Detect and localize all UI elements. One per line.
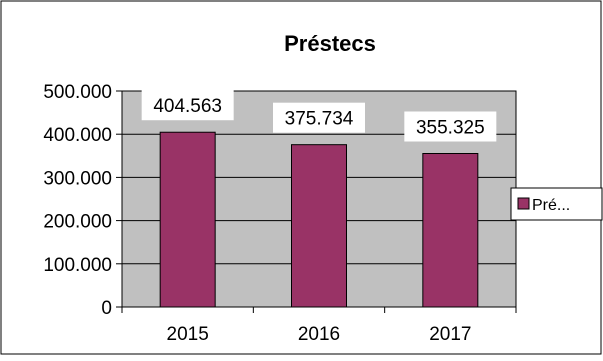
data-label: 404.563 — [153, 96, 222, 117]
data-label: 375.734 — [285, 109, 354, 130]
y-tick-label: 200.000 — [43, 212, 112, 233]
legend-swatch — [517, 197, 530, 210]
bar — [422, 152, 479, 308]
y-tick-label: 100.000 — [43, 255, 112, 276]
bar — [159, 131, 216, 308]
data-labels: 404.563 375.734 355.325 — [141, 90, 497, 142]
y-tick-label: 400.000 — [43, 125, 112, 146]
y-tick-label: 0 — [101, 298, 112, 319]
data-label: 355.325 — [416, 117, 485, 138]
x-tick-label: 2016 — [298, 324, 340, 345]
data-label-box — [404, 111, 497, 142]
chart-title: Préstecs — [284, 31, 376, 56]
x-tick-label: 2017 — [429, 324, 471, 345]
bars — [159, 131, 479, 308]
bar — [291, 144, 347, 308]
y-axis: 0 100.000 200.000 300.000 400.000 500.000 — [43, 82, 123, 319]
y-tick-label: 500.000 — [43, 82, 112, 103]
data-label-box — [273, 102, 365, 133]
data-label-box — [141, 90, 234, 121]
legend: Pré... — [510, 187, 603, 221]
legend-label: Pré... — [532, 197, 570, 214]
x-tick-label: 2015 — [167, 324, 209, 345]
y-tick-label: 300.000 — [43, 168, 112, 189]
